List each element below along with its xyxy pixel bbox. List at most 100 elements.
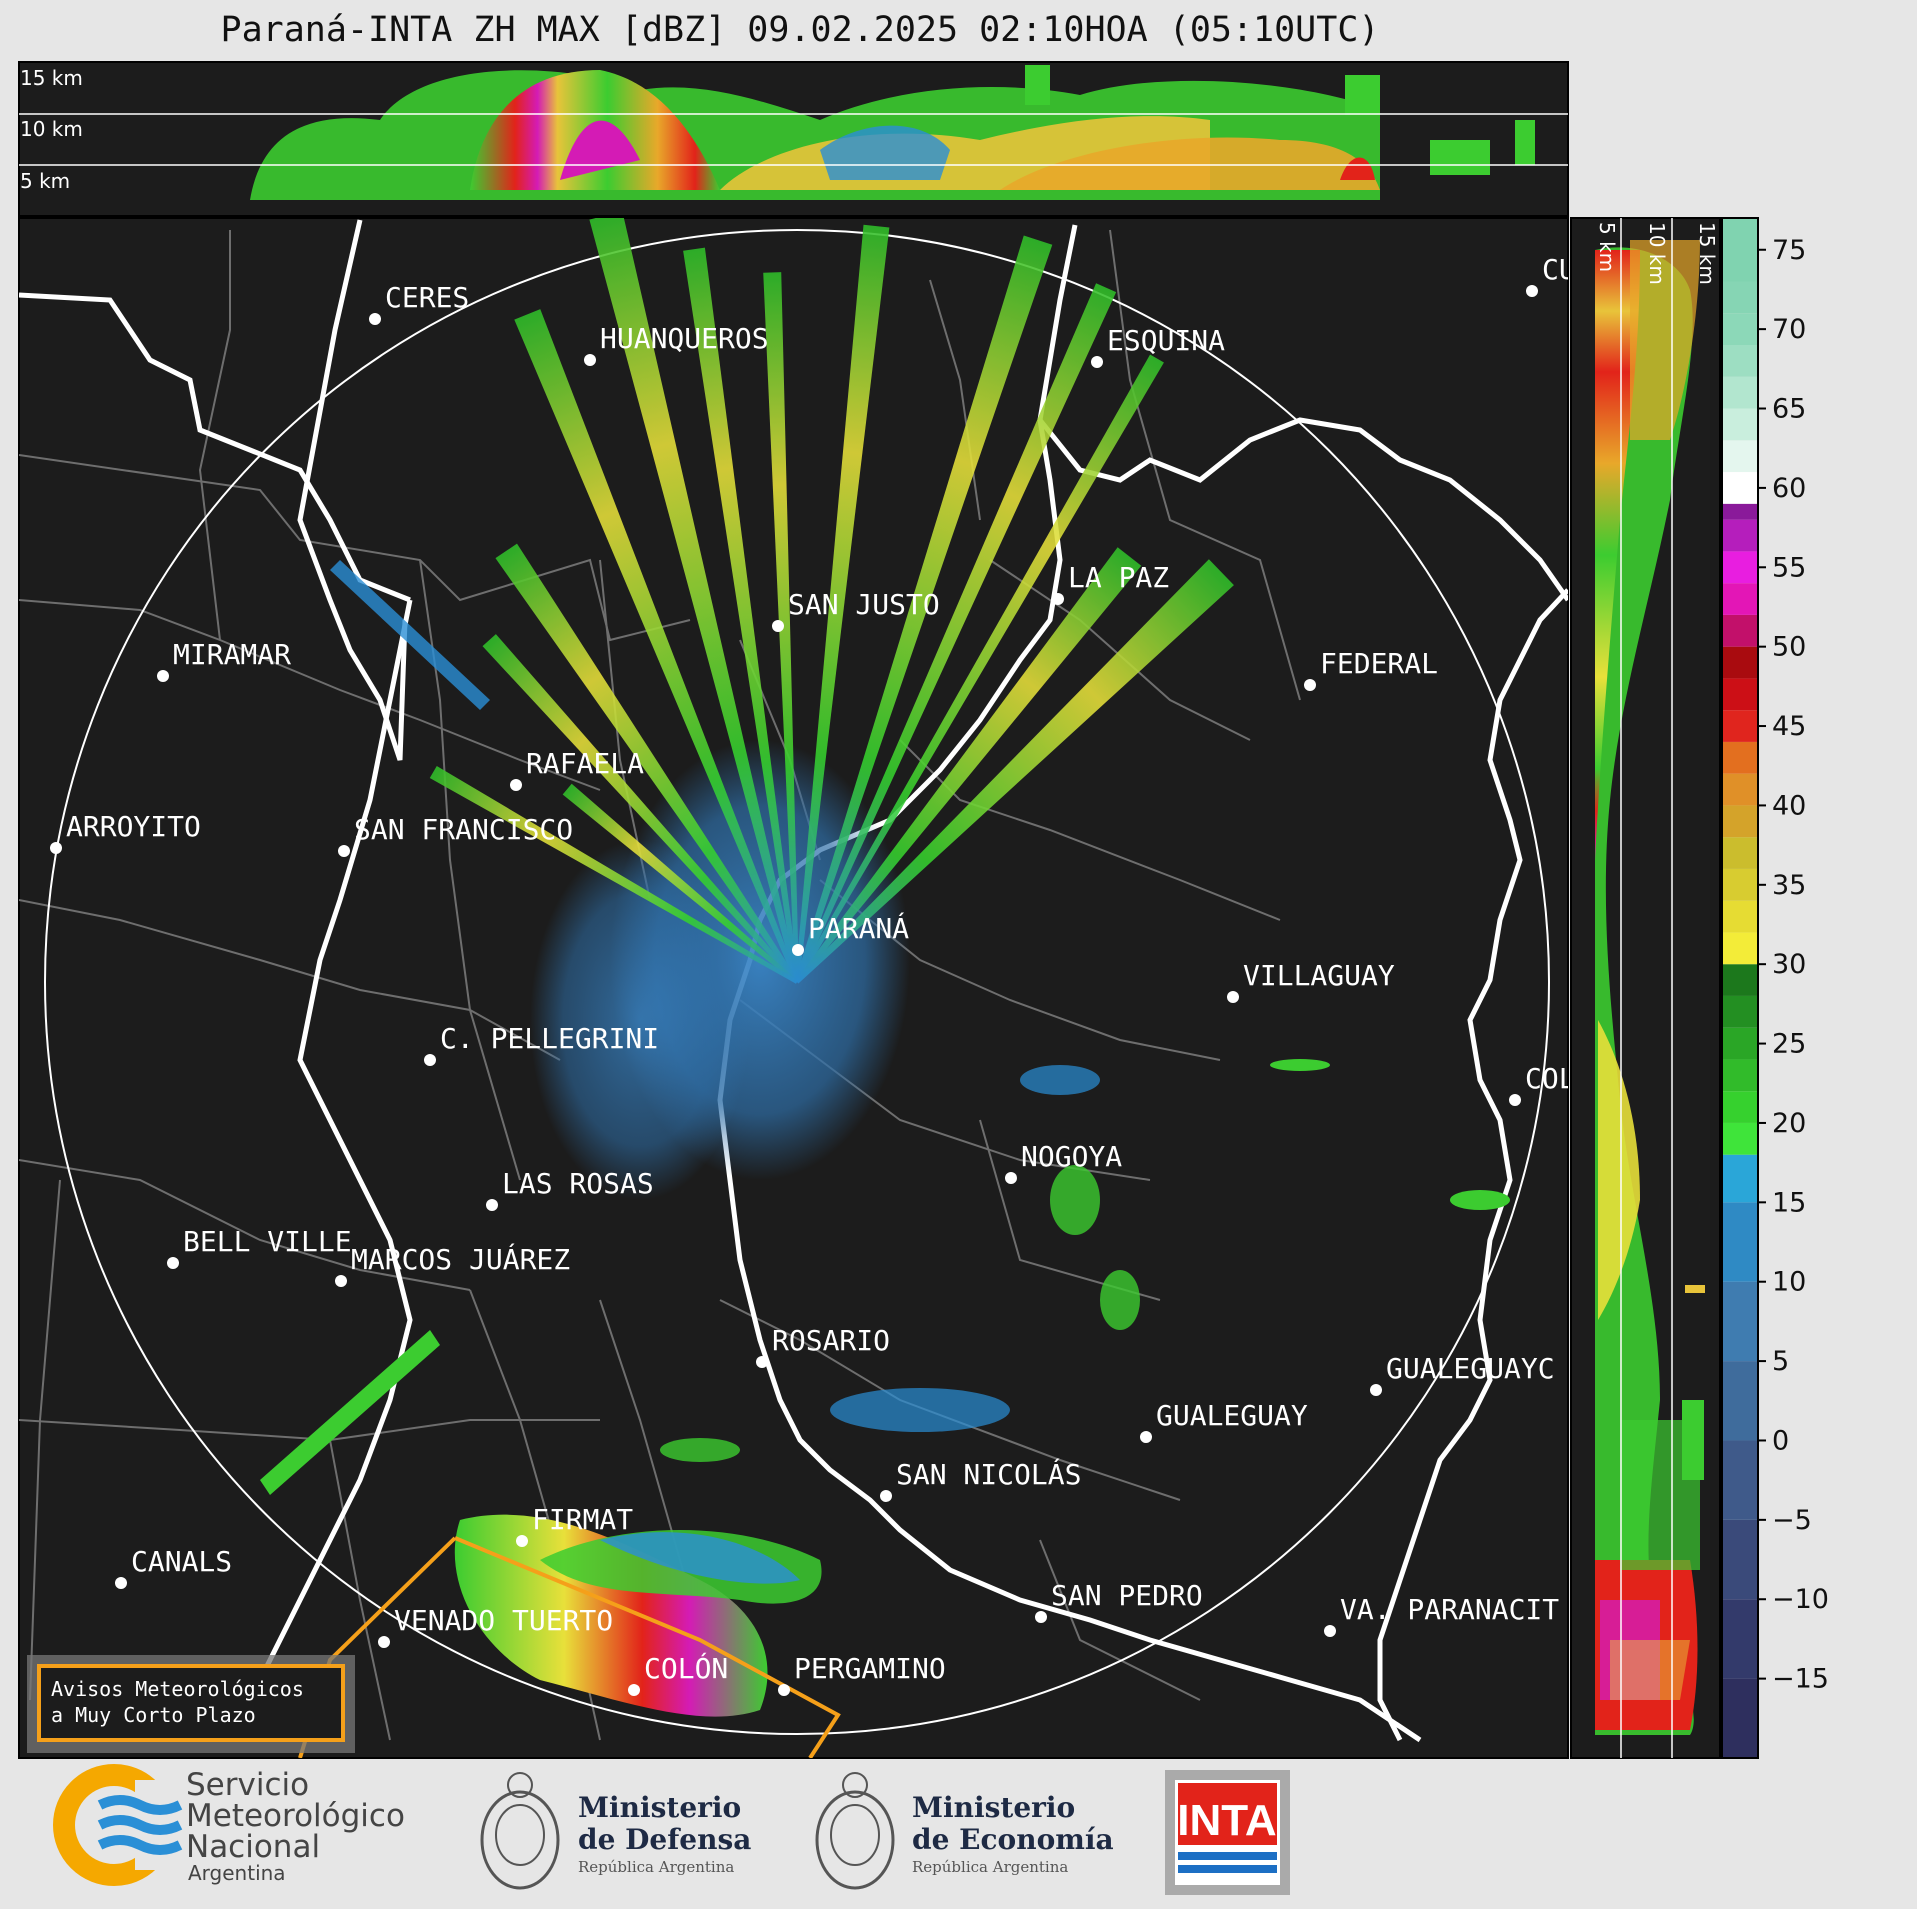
city-label: ESQUINA (1107, 324, 1225, 357)
city-dot (510, 779, 522, 791)
colorbar-tick-label: 15 (1772, 1187, 1806, 1218)
city-label: MIRAMAR (173, 638, 291, 671)
defensa-line3: República Argentina (578, 1858, 734, 1876)
colorbar-band (1722, 1281, 1758, 1362)
city-marker: BELL VILLE (167, 1225, 352, 1269)
side-label-5km: 5 km (1595, 222, 1619, 272)
city-dot (1005, 1172, 1017, 1184)
colorbar-band (1722, 805, 1758, 838)
colorbar-band (1722, 281, 1758, 314)
colorbar-frame (1721, 217, 1759, 1759)
city-label: PARANÁ (808, 911, 909, 945)
city-dot (1526, 285, 1538, 297)
city-dot (167, 1257, 179, 1269)
city-label: GUALEGUAYC (1386, 1352, 1555, 1385)
top-label-5km: 5 km (20, 169, 70, 193)
city-dot (1052, 593, 1064, 605)
city-label: SAN JUSTO (788, 588, 940, 621)
colorbar-tick-label: 70 (1772, 314, 1806, 345)
radar-beam (795, 224, 890, 983)
city-label: CERES (385, 281, 469, 314)
colorbar-tick-label: 25 (1772, 1029, 1806, 1060)
radar-beam (514, 309, 799, 983)
colorbar-band (1722, 1059, 1758, 1092)
city-dot (772, 620, 784, 632)
city-dot (1370, 1384, 1382, 1396)
colorbar-tick-label: 5 (1772, 1346, 1789, 1377)
city-label: FIRMAT (532, 1503, 633, 1536)
radar-beam (795, 283, 1117, 983)
city-marker: FIRMAT (516, 1503, 633, 1547)
city-dot (628, 1684, 640, 1696)
colorbar-band (1722, 1027, 1758, 1060)
economia-line1: Ministerio (912, 1791, 1075, 1824)
city-label: COLÓ (1525, 1061, 1592, 1095)
city-label: SAN FRANCISCO (354, 813, 573, 846)
smn-line2: Meteorológico (186, 1798, 405, 1834)
city-dot (778, 1684, 790, 1696)
radar-echoes (260, 218, 1510, 1717)
city-marker: PERGAMINO (778, 1652, 946, 1696)
city-label: CU (1542, 253, 1576, 286)
economia-line2: de Economía (912, 1823, 1114, 1856)
colorbar-band (1722, 710, 1758, 742)
city-marker: CERES (369, 281, 469, 325)
city-marker: LAS ROSAS (486, 1167, 654, 1211)
city-marker: GUALEGUAYC (1370, 1352, 1555, 1396)
radar-beam (795, 559, 1234, 984)
city-label: ARROYITO (66, 810, 201, 843)
defensa-line1: Ministerio (578, 1791, 741, 1824)
colorbar-band (1722, 472, 1758, 504)
smn-line4: Argentina (188, 1861, 286, 1885)
city-dot (50, 842, 62, 854)
city-label: SAN NICOLÁS (896, 1457, 1081, 1491)
colorbar-tick-label: 20 (1772, 1108, 1806, 1139)
colorbar-band (1722, 551, 1758, 584)
city-marker: ESQUINA (1091, 324, 1225, 368)
colorbar-band (1722, 1519, 1758, 1600)
city-dot (115, 1577, 127, 1589)
city-label: SAN PEDRO (1051, 1579, 1203, 1612)
colorbar-tick-label: 35 (1772, 870, 1806, 901)
colorbar-band (1722, 440, 1758, 473)
warning-box[interactable]: Avisos Meteorológicos a Muy Corto Plazo (27, 1655, 355, 1753)
city-dot (1035, 1611, 1047, 1623)
economia-line3: República Argentina (912, 1858, 1068, 1876)
colorbar-band (1722, 868, 1758, 901)
colorbar-tick-label: 60 (1772, 473, 1806, 504)
colorbar-band (1722, 345, 1758, 377)
city-marker: FEDERAL (1304, 647, 1438, 691)
colorbar-tick-label: 50 (1772, 632, 1806, 663)
inta-text: INTA (1177, 1796, 1276, 1845)
city-marker: NOGOYA (1005, 1140, 1122, 1184)
defensa-line2: de Defensa (578, 1823, 751, 1856)
city-label: LA PAZ (1068, 561, 1169, 594)
colorbar-band (1722, 1122, 1758, 1155)
city-marker: SAN JUSTO (772, 588, 940, 632)
city-dot (516, 1535, 528, 1547)
colorbar-band (1722, 932, 1758, 965)
city-label: VA. PARANACIT (1340, 1593, 1559, 1626)
city-label: CANALS (131, 1545, 232, 1578)
colorbar-band (1722, 1154, 1758, 1203)
city-markers: CERES HUANQUEROS ESQUINA CU SAN JUSTO LA PAZ M… (50, 253, 1592, 1696)
city-dot (792, 944, 804, 956)
radar-beam (562, 783, 799, 984)
city-marker: COLÓ (1509, 1061, 1592, 1106)
colorbar-band (1722, 773, 1758, 806)
city-dot (756, 1356, 768, 1368)
city-dot (335, 1275, 347, 1287)
city-dot (369, 313, 381, 325)
colorbar-tick-label: 30 (1772, 949, 1806, 980)
top-label-10km: 10 km (20, 117, 83, 141)
city-marker: MIRAMAR (157, 638, 291, 682)
colorbar-band (1722, 1361, 1758, 1441)
colorbar-band (1722, 1091, 1758, 1123)
city-marker: RAFAELA (510, 747, 644, 791)
colorbar-tick-label: −5 (1772, 1505, 1812, 1536)
city-dot (1324, 1625, 1336, 1637)
radar-beam (589, 218, 799, 983)
